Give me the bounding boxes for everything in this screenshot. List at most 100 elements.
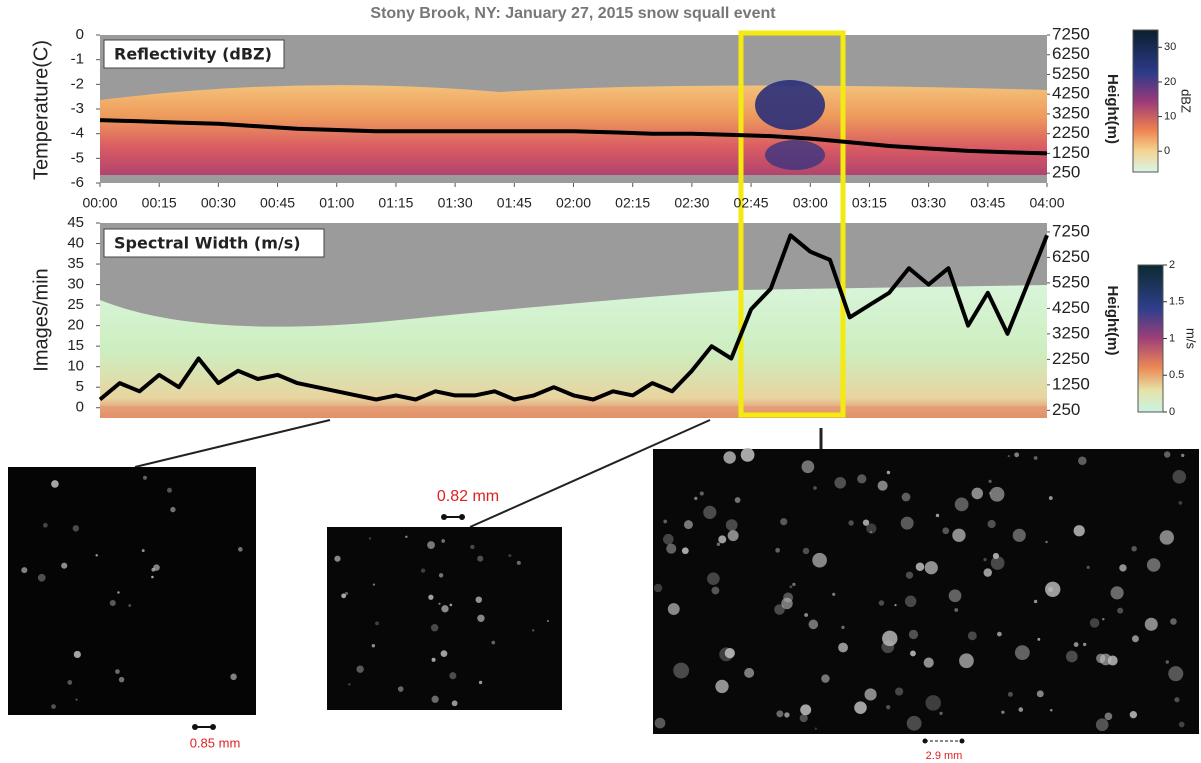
x-tick-label: 03:30 [911,195,946,211]
snowflake [983,568,992,577]
snowflake [1159,530,1174,545]
y-tick-label: -1 [71,51,84,68]
scale-bar-end [959,738,965,744]
snowflake [814,727,817,730]
y-tick-label: -4 [71,125,84,142]
y2-tick-label: 3250 [1052,323,1090,342]
snowflake [117,591,120,594]
snowflake [901,492,911,502]
snowflake [1165,660,1169,664]
snowflake [1045,581,1061,597]
snowflake [430,624,439,632]
snowflake [491,640,496,645]
snowflake [341,593,347,599]
snowflake [1110,586,1124,600]
snowflake [792,582,796,587]
x-tick-label: 00:30 [201,195,236,211]
y-tick-label: -5 [71,149,84,166]
snowflake [1001,710,1005,714]
snowflake [478,680,483,685]
snowflake [427,541,435,549]
snowflake [1073,642,1079,647]
colorbar-tick-label: 10 [1164,110,1176,122]
y2-tick-label: 3250 [1052,103,1090,122]
y-tick-label: 35 [67,255,84,272]
snowflake [832,592,836,596]
snowflake [954,497,969,512]
snowflake [954,608,959,612]
y-tick-label: 45 [67,214,84,231]
snowflake [368,537,372,540]
snowflake [802,547,810,555]
scale-label: 0.82 mm [437,488,499,505]
snowflake [470,544,475,550]
snowflake [1086,565,1090,569]
scale-bar-end [210,724,216,730]
snowflake [734,497,741,503]
snowflake [990,556,1005,570]
snowflake [1131,635,1139,643]
connector [469,419,711,528]
colorbar-tick-label: 0.5 [1169,369,1184,381]
snowflake [440,650,448,657]
spectral-width-field [100,285,1047,418]
snowflake [948,589,962,603]
snowflake [238,547,243,552]
snowflake [854,701,867,714]
snowflake [882,630,898,647]
snowflake [1104,712,1113,721]
snowflake [118,676,125,683]
snowflake [1102,618,1105,621]
snowflake [780,518,788,526]
snowflake [789,585,793,589]
y2-tick-label: 1250 [1052,143,1090,162]
snowflake [477,614,485,623]
snowflake [1082,642,1087,647]
snowflake [51,480,59,488]
x-tick-label: 03:45 [970,195,1005,211]
y2-tick-label: 4250 [1052,298,1090,317]
snowflake [531,629,535,632]
snowflake [73,650,81,659]
y2-tick-label: 7250 [1052,24,1090,43]
snowflake [905,571,914,579]
snowflake [1065,650,1078,663]
y2-tick-label: 250 [1052,163,1080,182]
snowflake [1172,470,1187,484]
snowflake [988,492,992,495]
y-tick-label: 25 [67,296,84,313]
scale-bar-end [441,514,447,520]
snowflake [1099,653,1112,666]
x-tick-label: 01:15 [378,195,413,211]
x-tick-label: 01:00 [319,195,354,211]
snowflake [37,573,46,582]
y-axis-title: Temperature(C) [30,40,52,180]
snowflake [775,547,781,553]
snowflake [1033,599,1038,604]
snowflake-image [653,449,1199,734]
y-axis-title: Images/min [30,268,52,371]
snowflake [451,700,458,707]
snowflake [935,513,940,518]
panel-label: Reflectivity (dBZ) [114,45,272,64]
snowflake [1168,666,1184,682]
snowflake [727,530,739,542]
y2-axis-title: Height(m) [1104,286,1121,356]
snowflake [1095,718,1109,732]
snowflake [895,687,904,696]
snowflake [153,564,160,571]
snowflake [334,555,341,562]
snowflake [715,679,729,694]
colorbar [1132,29,1159,173]
snowflake [372,583,376,586]
snowflake [866,523,877,534]
snowflake [862,519,870,526]
data-line [98,233,1049,402]
figure-title: Stony Brook, NY: January 27, 2015 snow s… [370,5,776,22]
snowflake [667,603,680,615]
x-tick-label: 00:45 [260,195,295,211]
snowflake [1007,454,1010,458]
snowflake [1012,528,1026,542]
snowflake [997,631,1002,637]
snowflake [681,547,689,555]
